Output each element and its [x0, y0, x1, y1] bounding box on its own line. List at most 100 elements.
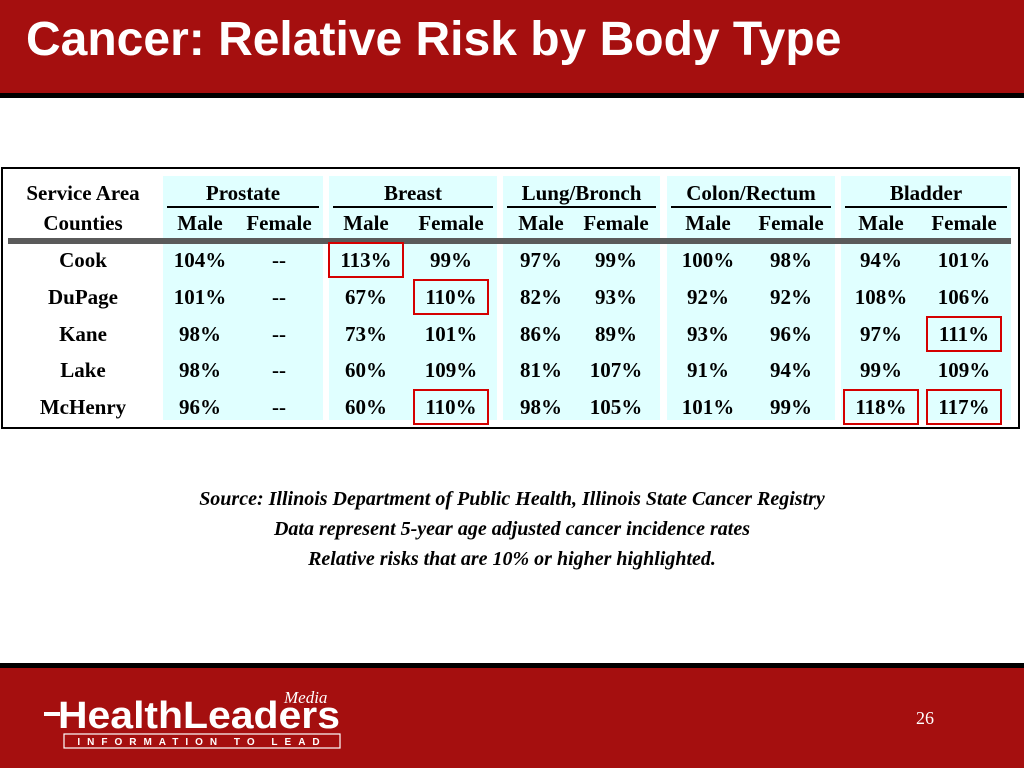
sex-subheader: Female: [583, 211, 649, 235]
highlight-box: [413, 279, 489, 315]
sex-subheader: Male: [685, 211, 731, 235]
table-cell: --: [272, 395, 286, 419]
source-note: Source: Illinois Department of Public He…: [199, 488, 825, 510]
sex-subheader: Male: [858, 211, 904, 235]
county-name: Cook: [59, 248, 107, 272]
county-name: DuPage: [48, 285, 118, 309]
sex-subheader: Male: [343, 211, 389, 235]
table-cell: 99%: [430, 248, 472, 272]
logo-media-text: Media: [283, 690, 327, 707]
site-header: Prostate: [205, 181, 281, 205]
table-cell: --: [272, 285, 286, 309]
site-header: Bladder: [889, 181, 963, 205]
row-header-line1: Service Area: [26, 181, 140, 205]
table-cell: 107%: [589, 358, 643, 382]
table-cell: 93%: [595, 285, 637, 309]
logo-tagline: INFORMATION TO LEAD: [77, 737, 326, 748]
table-cell: 97%: [520, 248, 562, 272]
sex-subheader: Male: [177, 211, 223, 235]
table-cell: 86%: [520, 322, 562, 346]
title-divider: [0, 93, 1024, 98]
table-cell: 73%: [345, 322, 387, 346]
title-band: [0, 0, 1024, 93]
table-cell: 111%: [938, 322, 990, 346]
footer-divider: [0, 663, 1024, 668]
highlight-box: [413, 389, 489, 425]
table-cell: 60%: [345, 395, 387, 419]
logo-main-text: HealthLeaders: [58, 695, 340, 737]
site-band: [503, 176, 660, 420]
table-cell: --: [272, 322, 286, 346]
table-cell: 101%: [173, 285, 227, 309]
healthleaders-media-logo: HealthLeaders Media INFORMATION TO LEAD: [44, 690, 341, 749]
site-header: Breast: [384, 181, 442, 205]
table-cell: 89%: [595, 322, 637, 346]
table-cell: 110%: [425, 285, 477, 309]
table-cell: 96%: [770, 322, 812, 346]
site-header-rule: [333, 206, 493, 208]
table-cell: 113%: [340, 248, 392, 272]
highlight-note: Relative risks that are 10% or higher hi…: [308, 548, 716, 570]
table-cell: 99%: [595, 248, 637, 272]
table-cell: 118%: [855, 395, 907, 419]
site-band: [163, 176, 323, 420]
table-cell: 91%: [687, 358, 729, 382]
data-note: Data represent 5-year age adjusted cance…: [273, 518, 751, 540]
sex-subheader: Male: [518, 211, 564, 235]
site-header-rule: [671, 206, 831, 208]
table-cell: 98%: [770, 248, 812, 272]
table-cell: 101%: [681, 395, 735, 419]
table-cell: 109%: [937, 358, 991, 382]
table-cell: 98%: [179, 358, 221, 382]
highlight-box: [843, 389, 919, 425]
site-band: [841, 176, 1011, 420]
slide-title: Cancer: Relative Risk by Body Type: [26, 13, 842, 66]
highlight-box: [926, 316, 1002, 352]
table-cell: 99%: [860, 358, 902, 382]
sex-subheader: Female: [931, 211, 997, 235]
highlight-box: [328, 242, 404, 278]
table-cell: 81%: [520, 358, 562, 382]
table-cell: 97%: [860, 322, 902, 346]
table-cell: 110%: [425, 395, 477, 419]
table-cell: 109%: [424, 358, 478, 382]
table-cell: 98%: [520, 395, 562, 419]
site-header: Lung/Bronch: [521, 181, 642, 205]
site-header-rule: [167, 206, 319, 208]
table-cell: 98%: [179, 322, 221, 346]
header-rule: [8, 238, 1011, 244]
highlight-box: [926, 389, 1002, 425]
table-cell: 117%: [938, 395, 990, 419]
table-cell: 82%: [520, 285, 562, 309]
table-cell: 96%: [179, 395, 221, 419]
footer-band: [0, 668, 1024, 768]
table-cell: 93%: [687, 322, 729, 346]
sex-subheader: Female: [758, 211, 824, 235]
site-band: [667, 176, 835, 420]
site-header: Colon/Rectum: [686, 181, 816, 205]
table-cell: 67%: [345, 285, 387, 309]
sex-subheader: Female: [246, 211, 312, 235]
table-cell: 92%: [770, 285, 812, 309]
county-name: McHenry: [39, 395, 127, 419]
table-cell: 60%: [345, 358, 387, 382]
table-cell: --: [272, 248, 286, 272]
table-cell: 105%: [589, 395, 643, 419]
table-cell: 101%: [424, 322, 478, 346]
site-header-rule: [845, 206, 1007, 208]
table-cell: 99%: [770, 395, 812, 419]
table-cell: 94%: [860, 248, 902, 272]
table-cell: 92%: [687, 285, 729, 309]
logo-dash: [44, 712, 60, 716]
sex-subheader: Female: [418, 211, 484, 235]
county-name: Kane: [59, 322, 107, 346]
table-cell: 100%: [681, 248, 735, 272]
table-cell: 106%: [937, 285, 991, 309]
table-cell: 94%: [770, 358, 812, 382]
logo-tagline-box: [63, 733, 341, 749]
table-cell: 108%: [854, 285, 908, 309]
row-header-line2: Counties: [43, 211, 123, 235]
county-name: Lake: [60, 358, 106, 382]
table-cell: --: [272, 358, 286, 382]
site-header-rule: [507, 206, 656, 208]
